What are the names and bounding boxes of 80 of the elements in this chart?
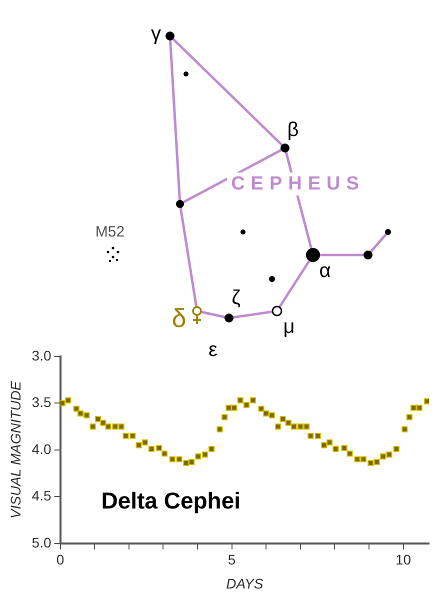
y-tick-label: 3.5 bbox=[32, 394, 52, 410]
x-axis-title: DAYS bbox=[226, 575, 264, 592]
point bbox=[90, 423, 96, 430]
point bbox=[424, 398, 429, 404]
point bbox=[416, 404, 422, 411]
point bbox=[380, 453, 386, 460]
point bbox=[105, 423, 112, 430]
point bbox=[332, 446, 339, 452]
point bbox=[183, 460, 190, 466]
text: ζ bbox=[232, 287, 240, 309]
point bbox=[136, 442, 142, 448]
point bbox=[314, 432, 321, 439]
point bbox=[285, 420, 292, 426]
point bbox=[169, 456, 176, 462]
point bbox=[250, 397, 256, 404]
point bbox=[263, 410, 270, 416]
x-tick-label: 10 bbox=[395, 552, 412, 568]
y-tick-label: 5.0 bbox=[32, 534, 52, 550]
point bbox=[326, 439, 333, 446]
point bbox=[290, 423, 297, 430]
point bbox=[308, 432, 314, 439]
point bbox=[226, 404, 232, 411]
point bbox=[280, 416, 286, 422]
y-tick-label: 4.5 bbox=[32, 488, 52, 504]
point bbox=[386, 452, 392, 458]
point bbox=[243, 402, 250, 408]
point bbox=[73, 406, 80, 412]
text: μ bbox=[283, 316, 295, 338]
point bbox=[360, 456, 367, 462]
point bbox=[258, 406, 264, 412]
x-tick-label: 5 bbox=[228, 552, 236, 568]
y-axis-title: VISUAL MAGNITUDE bbox=[7, 380, 24, 519]
point bbox=[354, 456, 360, 462]
text: M52 bbox=[95, 224, 125, 240]
point bbox=[84, 412, 90, 418]
annotation: Delta Cephei bbox=[101, 488, 241, 514]
point bbox=[148, 446, 155, 452]
point bbox=[341, 444, 348, 452]
point bbox=[130, 432, 136, 439]
point bbox=[208, 446, 215, 452]
text: δ bbox=[172, 303, 186, 333]
x-tick-label: 0 bbox=[56, 552, 64, 568]
point bbox=[100, 420, 106, 426]
point bbox=[374, 459, 380, 466]
point bbox=[393, 446, 400, 452]
point bbox=[112, 423, 118, 430]
point bbox=[402, 426, 408, 432]
point bbox=[268, 412, 275, 418]
text: CEPHEUS bbox=[227, 172, 369, 196]
text: β bbox=[287, 119, 299, 141]
point bbox=[297, 423, 304, 430]
point bbox=[161, 450, 168, 457]
point bbox=[188, 459, 195, 466]
point bbox=[122, 432, 129, 439]
annotation: ε bbox=[208, 339, 218, 361]
point bbox=[156, 444, 162, 452]
point bbox=[231, 404, 238, 411]
point bbox=[94, 416, 102, 422]
point bbox=[176, 456, 182, 462]
point bbox=[65, 397, 72, 404]
point bbox=[222, 414, 228, 420]
point bbox=[304, 423, 310, 430]
point bbox=[195, 453, 202, 460]
point bbox=[275, 423, 282, 430]
point bbox=[237, 397, 244, 404]
point bbox=[77, 410, 84, 416]
point bbox=[406, 414, 412, 420]
point bbox=[320, 442, 328, 448]
point bbox=[142, 439, 148, 446]
text: γ bbox=[151, 23, 161, 45]
point bbox=[346, 450, 353, 457]
point bbox=[216, 426, 223, 432]
point bbox=[202, 452, 208, 458]
point bbox=[60, 400, 66, 406]
y-tick-label: 3.0 bbox=[32, 347, 52, 364]
point bbox=[410, 404, 417, 411]
point bbox=[368, 460, 374, 466]
point bbox=[118, 423, 124, 430]
y-tick-label: 4.0 bbox=[32, 440, 52, 457]
text: α bbox=[319, 260, 331, 282]
